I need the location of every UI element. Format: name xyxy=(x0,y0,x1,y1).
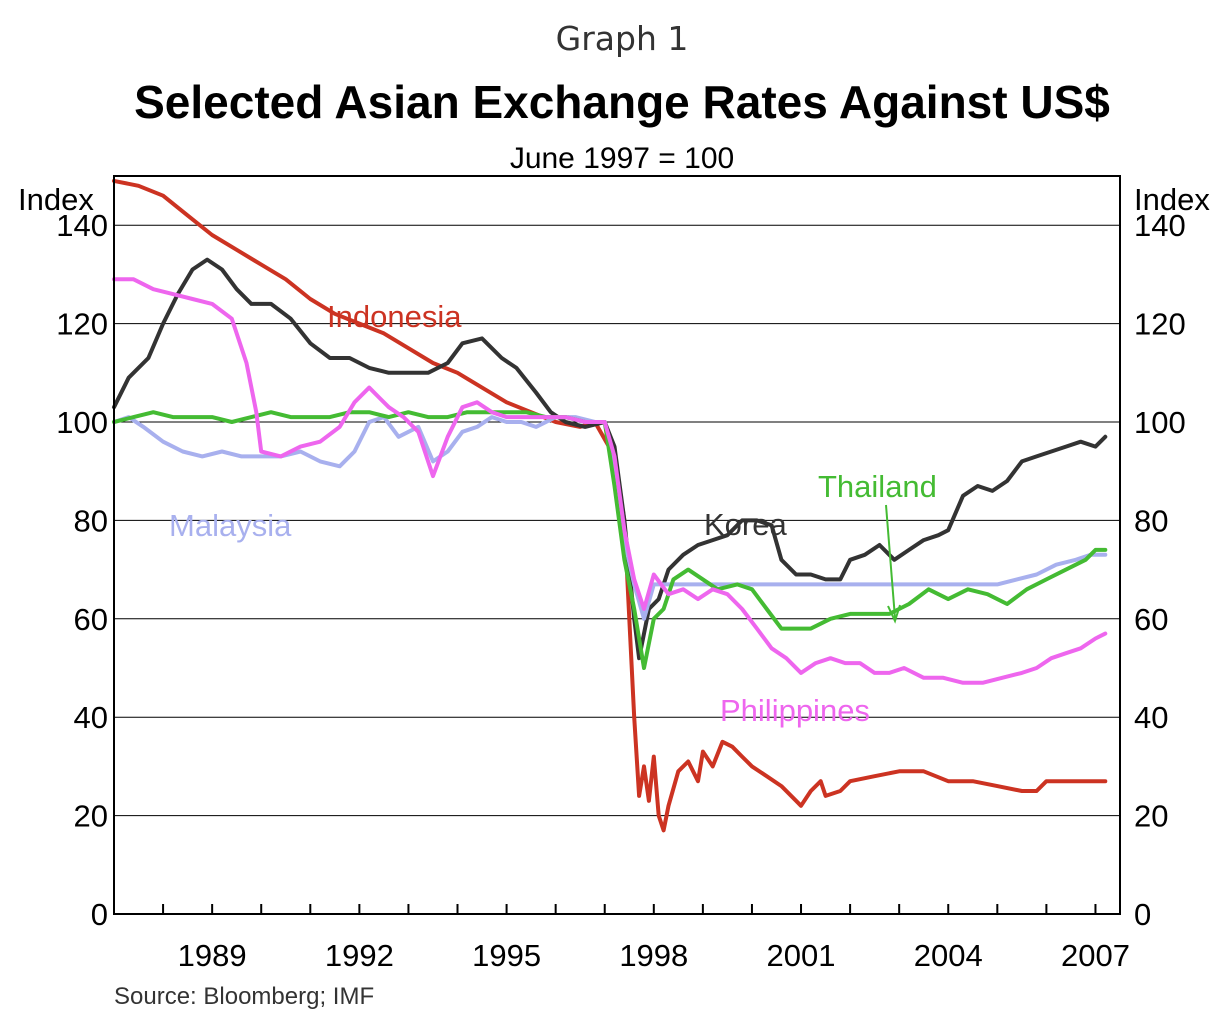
plot-area-frame xyxy=(113,175,1121,915)
ytick-left-40: 40 xyxy=(74,700,108,735)
ytick-right-120: 120 xyxy=(1134,307,1186,342)
ytick-right-80: 80 xyxy=(1134,503,1168,538)
xtick-label-1989: 1989 xyxy=(178,938,247,973)
xtick-label-1998: 1998 xyxy=(619,938,688,973)
series-line-malaysia xyxy=(112,415,1108,621)
ytick-right-20: 20 xyxy=(1134,799,1168,834)
x-axis-ticks xyxy=(162,904,1097,914)
graph-label: Graph 1 xyxy=(556,19,689,58)
xtick-label-2004: 2004 xyxy=(914,938,983,973)
xtick-label-1992: 1992 xyxy=(325,938,394,973)
ytick-right-40: 40 xyxy=(1134,700,1168,735)
xtick-label-2007: 2007 xyxy=(1061,938,1130,973)
chart-title: Selected Asian Exchange Rates Against US… xyxy=(134,76,1110,128)
xtick-label-2001: 2001 xyxy=(767,938,836,973)
series-line-philippines xyxy=(112,277,1108,685)
label-thailand: Thailand xyxy=(818,469,937,504)
ytick-right-140: 140 xyxy=(1134,208,1186,243)
label-philippines: Philippines xyxy=(720,693,870,728)
ytick-right-100: 100 xyxy=(1134,405,1186,440)
xtick-label-1995: 1995 xyxy=(472,938,541,973)
ytick-left-120: 120 xyxy=(56,307,108,342)
y-axis-label-left: Index xyxy=(18,182,94,217)
y-axis-label-right: Index xyxy=(1134,182,1210,217)
series-line-korea xyxy=(112,257,1108,661)
series-line-indonesia xyxy=(112,178,1108,833)
ytick-left-80: 80 xyxy=(74,503,108,538)
label-indonesia: Indonesia xyxy=(327,299,462,334)
ytick-left-20: 20 xyxy=(74,799,108,834)
ytick-left-140: 140 xyxy=(56,208,108,243)
chart-subtitle: June 1997 = 100 xyxy=(510,142,734,175)
series-lines xyxy=(112,178,1108,833)
label-korea: Korea xyxy=(704,507,787,542)
ytick-right-0: 0 xyxy=(1134,897,1151,932)
label-malaysia: Malaysia xyxy=(169,508,292,543)
ytick-left-0: 0 xyxy=(91,897,108,932)
ytick-left-60: 60 xyxy=(74,602,108,637)
source-note: Source: Bloomberg; IMF xyxy=(114,983,374,1010)
ytick-right-60: 60 xyxy=(1134,602,1168,637)
ytick-left-100: 100 xyxy=(56,405,108,440)
series-line-thailand xyxy=(112,410,1108,670)
thailand-arrow xyxy=(885,504,901,624)
y-tick-labels: 0 0 20 20 40 40 60 60 80 80 100 100 120 120 140 140 xyxy=(56,208,1185,932)
x-tick-labels: 1989 1992 1995 1998 2001 2004 2007 xyxy=(178,938,1130,973)
